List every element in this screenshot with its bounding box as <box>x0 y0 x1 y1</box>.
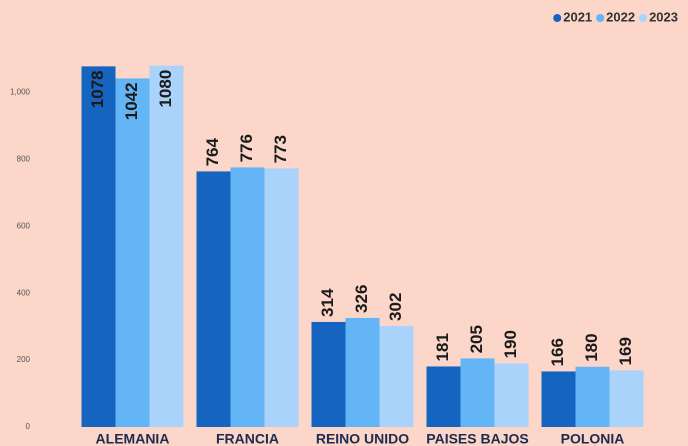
x-tick-label: FRANCIA <box>216 431 279 446</box>
bar <box>426 366 461 427</box>
bar <box>115 78 150 428</box>
legend-dot <box>553 14 562 22</box>
x-tick-label: PAISES BAJOS <box>426 431 528 446</box>
data-label: 205 <box>467 325 486 353</box>
bar <box>609 370 644 427</box>
y-tick-label: 1,000 <box>10 88 31 97</box>
data-label: 1042 <box>122 82 141 120</box>
legend-label: 2021 <box>563 9 592 24</box>
y-tick-label: 800 <box>17 154 31 163</box>
bar <box>541 371 576 427</box>
data-label: 1078 <box>88 70 107 108</box>
bar <box>264 168 299 427</box>
bar <box>379 325 414 427</box>
data-label: 181 <box>433 333 452 361</box>
x-tick-label: POLONIA <box>561 431 625 446</box>
x-tick-label: ALEMANIA <box>96 431 170 446</box>
bar <box>149 65 184 427</box>
bar <box>311 321 346 427</box>
data-label: 190 <box>501 330 520 358</box>
legend-dot <box>639 14 648 22</box>
bar <box>494 363 529 427</box>
data-label: 1080 <box>156 70 175 108</box>
data-label: 166 <box>548 338 567 366</box>
data-label: 326 <box>352 285 371 313</box>
data-label: 169 <box>616 337 635 365</box>
bar <box>575 366 610 427</box>
bar <box>230 167 265 427</box>
y-tick-label: 600 <box>17 221 31 230</box>
legend-dot <box>596 14 605 22</box>
y-tick-label: 200 <box>17 355 31 364</box>
bar <box>196 171 231 427</box>
data-label: 314 <box>318 288 337 317</box>
data-label: 180 <box>582 333 601 361</box>
data-label: 764 <box>203 137 222 166</box>
y-tick-label: 400 <box>17 288 31 297</box>
bar <box>460 358 495 427</box>
bar <box>345 317 380 427</box>
data-label: 773 <box>271 135 290 163</box>
y-tick-label: 0 <box>26 422 31 431</box>
x-tick-label: REINO UNIDO <box>316 431 409 446</box>
bar <box>81 66 116 428</box>
legend-label: 2023 <box>649 9 678 24</box>
data-label: 776 <box>237 134 256 162</box>
legend-label: 2022 <box>606 9 635 24</box>
data-label: 302 <box>386 293 405 321</box>
